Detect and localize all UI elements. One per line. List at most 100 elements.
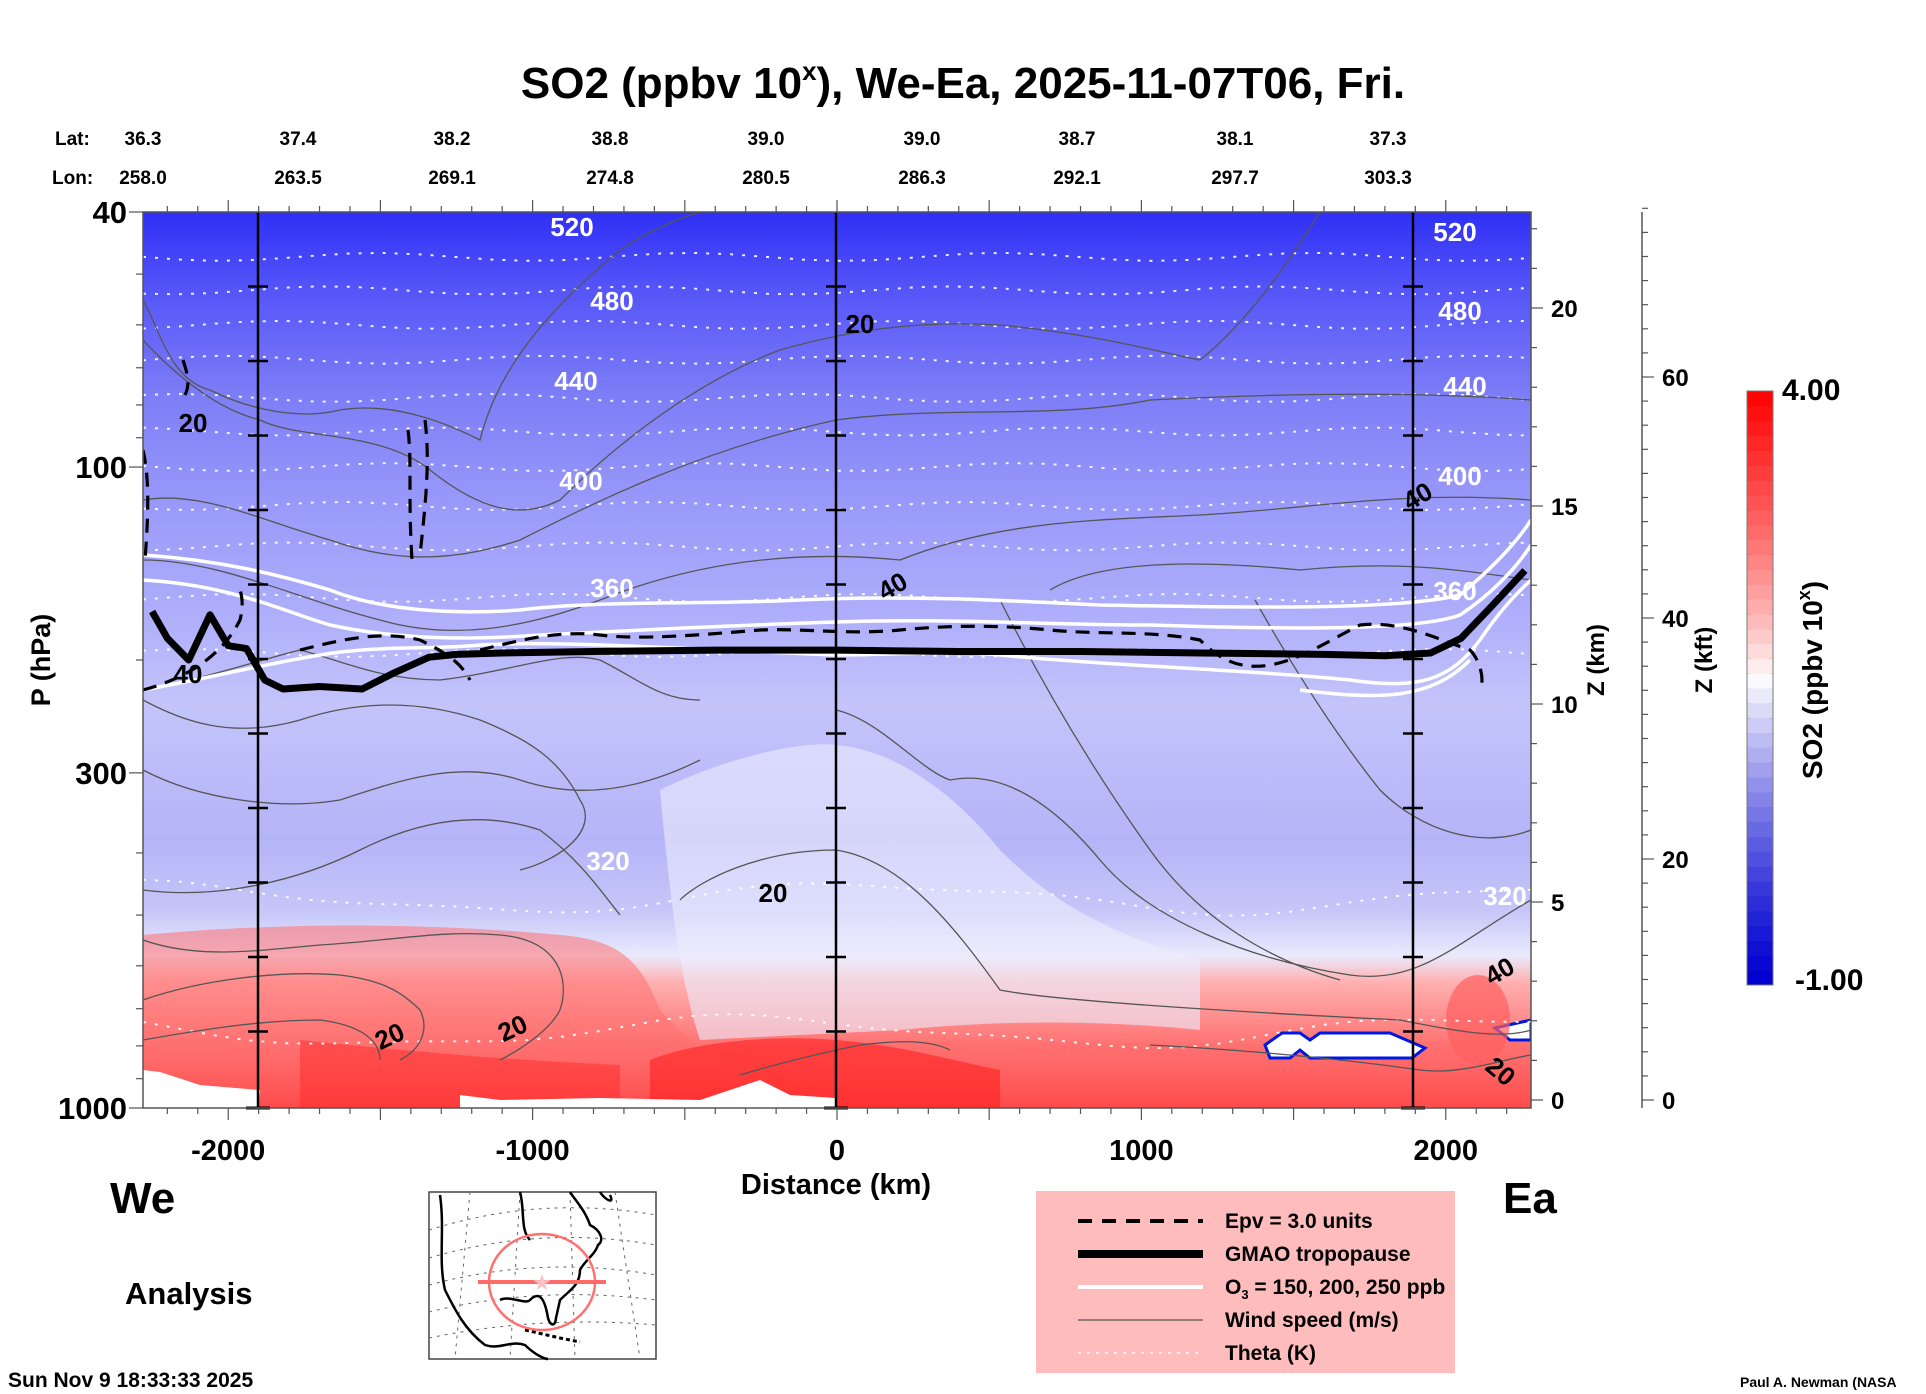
z-km-tick-label: 20 <box>1551 296 1578 323</box>
lat-value: 38.7 <box>1059 129 1096 150</box>
z-kft-axis: 0 20 40 60 <box>1641 207 1689 1115</box>
lat-row-label: Lat: <box>55 129 90 150</box>
ozone-contour <box>143 519 1531 614</box>
colorbar-level <box>1747 480 1773 496</box>
theta-contour-label: 440 <box>554 366 597 396</box>
colorbar-level <box>1747 613 1773 630</box>
colorbar-level <box>1747 866 1773 882</box>
theta-contour-label: 400 <box>1438 461 1481 491</box>
colorbar-level <box>1747 450 1773 466</box>
legend-label: Epv = 3.0 units <box>1225 1210 1373 1233</box>
lat-value: 38.2 <box>434 129 471 150</box>
z-kft-axis-label: Z (kft) <box>1691 627 1718 694</box>
colorbar-level <box>1747 925 1773 941</box>
z-kft-tick-label: 0 <box>1662 1088 1675 1115</box>
wind-contour-label: 20 <box>759 878 788 908</box>
colorbar-level <box>1747 895 1773 912</box>
y-tick-label: 300 <box>75 756 127 791</box>
epv-contour <box>299 622 1484 691</box>
wind-speed-contour <box>143 1019 951 1076</box>
wind-contour-label: 40 <box>174 659 203 689</box>
wind-speed-contour <box>143 212 701 441</box>
z-km-axis-label: Z (km) <box>1583 624 1610 696</box>
inset-map-graticule <box>428 1191 657 1360</box>
wind-speed-contour <box>143 699 586 871</box>
x-tick-label: 1000 <box>1109 1135 1174 1167</box>
wind-contour-label: 20 <box>179 408 208 438</box>
colorbar-level <box>1747 806 1773 823</box>
x-tick-label: 0 <box>829 1135 845 1167</box>
lon-value: 297.7 <box>1211 168 1259 189</box>
theta-contour-label: 480 <box>1438 296 1481 326</box>
colorbar-level <box>1747 628 1773 644</box>
legend-label: Wind speed (m/s) <box>1225 1309 1399 1332</box>
z-kft-tick-label: 40 <box>1662 606 1689 633</box>
x-tick-label: -2000 <box>191 1135 265 1167</box>
colorbar-level <box>1747 836 1773 852</box>
inset-map-islands <box>524 1328 581 1344</box>
z-km-axis: 0 5 10 15 20 <box>1531 228 1578 1115</box>
colorbar-level <box>1747 554 1773 570</box>
theta-contour-label: 320 <box>586 846 629 876</box>
colorbar-level <box>1747 391 1773 407</box>
colorbar-level <box>1747 747 1773 763</box>
colorbar-level <box>1747 688 1773 704</box>
author-label: Paul A. Newman (NASA <box>1740 1374 1897 1390</box>
ground-mask-west <box>143 1070 260 1108</box>
epv-contour <box>406 419 429 561</box>
colorbar-level <box>1747 584 1773 600</box>
theta-contour-label: 520 <box>1433 217 1476 247</box>
colorbar-level <box>1747 851 1773 867</box>
z-km-tick-label: 0 <box>1551 1088 1564 1115</box>
lat-lon-header: Lat: Lon: 36.3 37.4 38.2 38.8 39.0 39.0 38.7 38.1… <box>52 129 1412 189</box>
epv-contours <box>143 359 1484 692</box>
wind-speed-contour <box>1254 599 1531 839</box>
lon-value: 292.1 <box>1053 168 1101 189</box>
colorbar-level <box>1747 598 1773 615</box>
lat-value: 39.0 <box>748 129 785 150</box>
lon-value: 269.1 <box>428 168 476 189</box>
colorbar-level <box>1747 821 1773 837</box>
wind-speed-contour <box>999 599 1341 981</box>
colorbar-level <box>1747 658 1773 674</box>
z-km-tick-label: 15 <box>1551 494 1578 521</box>
colorbar-level <box>1747 955 1773 971</box>
colorbar-level <box>1747 539 1773 555</box>
epv-contour <box>181 359 190 396</box>
analysis-label: Analysis <box>125 1276 253 1311</box>
colorbar-frame <box>1746 390 1774 986</box>
x-tick-label: 2000 <box>1414 1135 1479 1167</box>
colorbar-level <box>1747 643 1773 659</box>
theta-contour-label: 400 <box>559 466 602 496</box>
inset-map: ★ <box>428 1191 657 1361</box>
west-label: We <box>110 1174 175 1223</box>
z-km-tick-label: 5 <box>1551 890 1564 917</box>
colorbar-level <box>1747 732 1773 748</box>
x-axis-label: Distance (km) <box>741 1169 931 1201</box>
colorbar-label: SO2 (ppbv 10x) <box>1794 581 1828 779</box>
theta-contour-label: 360 <box>590 573 633 603</box>
wind-speed-contour <box>143 212 1321 511</box>
colorbar-level <box>1747 420 1773 437</box>
ozone-contour <box>1299 658 1472 698</box>
wind-speed-contour <box>143 496 1531 632</box>
theta-contour-label: 320 <box>1483 881 1526 911</box>
wind-contour-label: 20 <box>846 309 875 339</box>
x-tick-label: -1000 <box>496 1135 570 1167</box>
colorbar-level <box>1747 881 1773 897</box>
legend-label: Theta (K) <box>1225 1342 1316 1365</box>
colorbar-level <box>1747 465 1773 481</box>
lon-value: 263.5 <box>274 168 322 189</box>
x-axis: -2000 -1000 0 1000 2000 <box>166 200 1508 1167</box>
y-tick-label: 100 <box>75 450 127 485</box>
wind-speed-contour <box>143 933 564 1061</box>
colorbar-level <box>1747 509 1773 526</box>
wind-speed-contour <box>143 973 425 1061</box>
so2-white-region <box>660 744 1200 1040</box>
wind-speed-contour <box>143 393 1531 558</box>
colorbar-max-label: 4.00 <box>1782 374 1840 407</box>
tropopause-line <box>149 568 1528 693</box>
z-kft-tick-label: 60 <box>1662 365 1689 392</box>
lon-value: 286.3 <box>898 168 946 189</box>
colorbar-level <box>1747 791 1773 808</box>
